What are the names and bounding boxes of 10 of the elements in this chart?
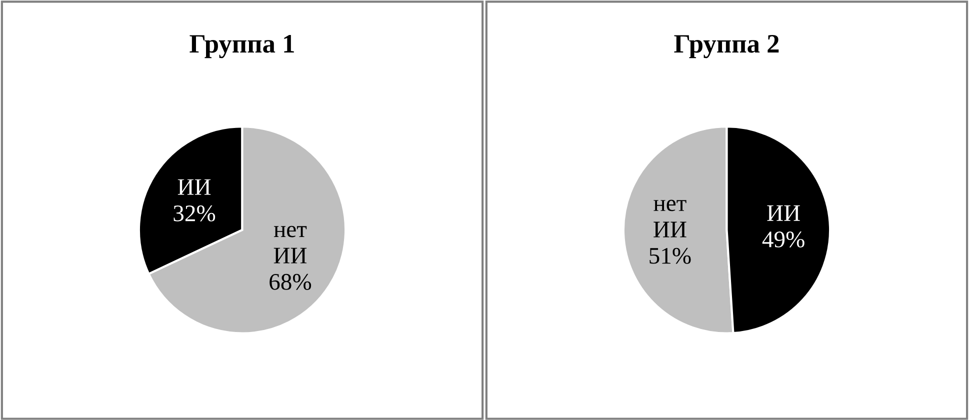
chart-title: Группа 2 — [674, 34, 779, 58]
data-label: 68% — [270, 274, 312, 290]
slice-label: нет ИИ — [654, 200, 686, 238]
data-label: 49% — [762, 231, 804, 248]
slice-label: нет ИИ — [274, 226, 307, 264]
slice-label: ИИ — [767, 205, 800, 221]
chart-title: Группа 1 — [190, 35, 294, 58]
data-label: 32% — [174, 205, 216, 222]
slice-label: ИИ — [178, 179, 211, 195]
data-label: 51% — [650, 248, 691, 264]
